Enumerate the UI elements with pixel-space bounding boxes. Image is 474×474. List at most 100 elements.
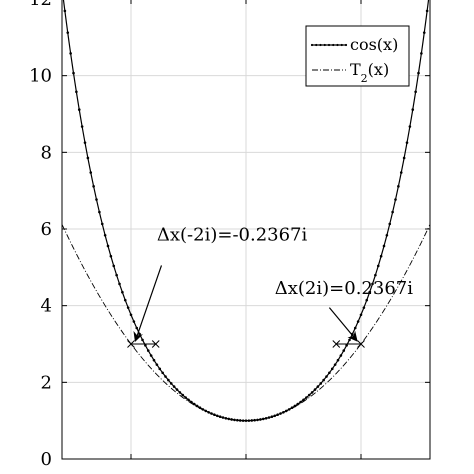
- y-tick-label: 8: [41, 142, 52, 163]
- series-point-cos: [267, 416, 271, 419]
- legend-label-cos: cos(x): [350, 35, 398, 54]
- legend-marker-cos: [340, 43, 343, 47]
- series-point-cos: [244, 419, 248, 422]
- series-point-cos: [397, 185, 400, 188]
- series-line-t2: [61, 224, 431, 422]
- legend-marker-cos: [327, 43, 331, 47]
- series-point-cos: [218, 415, 222, 419]
- series-point-cos: [259, 418, 262, 421]
- y-tick-label: 10: [29, 66, 52, 87]
- series-point-cos: [204, 409, 208, 413]
- y-axis-ticks: 0 2 4 6 8 10 12: [29, 0, 430, 470]
- cross-markers: [127, 340, 365, 348]
- series-point-cos: [247, 419, 251, 422]
- series-point-cos: [261, 417, 265, 421]
- series-point-cos: [256, 418, 259, 422]
- series-point-cos: [368, 290, 371, 294]
- series-point-cos: [371, 282, 374, 286]
- series-point-cos: [215, 414, 219, 418]
- legend-marker-cos: [319, 43, 322, 47]
- series-point-cos: [187, 398, 190, 402]
- series-point-cos: [112, 264, 116, 268]
- series-point-cos: [417, 71, 420, 75]
- legend-marker-cos: [332, 43, 335, 47]
- series-point-cos: [422, 31, 426, 34]
- series-point-cos: [379, 254, 383, 258]
- series-point-cos: [144, 344, 147, 347]
- series-point-cos: [66, 31, 70, 34]
- legend-markers-cos: [310, 43, 348, 47]
- series-point-cos: [348, 338, 351, 342]
- series-point-cos: [250, 419, 254, 422]
- series-point-cos: [290, 406, 294, 410]
- series-point-cos: [227, 417, 231, 421]
- series-point-cos: [123, 298, 127, 302]
- series-point-cos: [394, 198, 397, 201]
- y-tick-label: 12: [29, 0, 52, 10]
- series-point-cos: [313, 388, 317, 391]
- series-point-cos: [155, 363, 159, 366]
- series-point-cos: [376, 264, 380, 268]
- series-point-cos: [95, 198, 98, 201]
- x-axis-ticks: [130, 0, 362, 459]
- y-tick-label: 0: [41, 449, 52, 470]
- series-point-cos: [391, 210, 394, 214]
- series-point-cos: [190, 400, 193, 404]
- series-point-cos: [169, 382, 173, 385]
- series-point-cos: [77, 108, 81, 111]
- series-point-cos: [339, 354, 343, 357]
- series-point-cos: [359, 313, 363, 317]
- series-point-cos: [106, 244, 110, 248]
- series-point-cos: [161, 371, 164, 375]
- series-point-cos: [282, 410, 285, 414]
- annotation-arrow: [328, 307, 358, 342]
- series-point-cos: [328, 371, 331, 375]
- series-point-cos: [135, 326, 139, 330]
- series-point-cos: [69, 52, 72, 55]
- legend-marker-cos: [344, 43, 348, 47]
- series-point-cos: [138, 332, 141, 336]
- series-point-cos: [307, 393, 311, 397]
- series-point-cos: [158, 367, 162, 371]
- series-point-cos: [75, 90, 78, 94]
- series-point-cos: [89, 171, 93, 174]
- series-point-cos: [241, 419, 245, 422]
- series-point-cos: [356, 320, 360, 323]
- series-point-cos: [115, 273, 118, 277]
- series-point-cos: [270, 415, 274, 419]
- series-point-cos: [178, 391, 182, 394]
- series-point-cos: [172, 385, 176, 388]
- series-point-cos: [408, 125, 412, 128]
- series-point-cos: [230, 418, 233, 421]
- series-point-cos: [109, 254, 113, 258]
- series-point-cos: [80, 125, 84, 128]
- series-point-cos: [181, 393, 185, 397]
- legend-marker-cos: [315, 43, 318, 47]
- y-tick-label: 4: [41, 296, 52, 317]
- series-point-cos: [152, 358, 156, 362]
- series-point-cos: [201, 408, 205, 411]
- series-layer: [61, 0, 431, 422]
- annotation-arrow: [133, 265, 163, 343]
- series-point-cos: [221, 416, 225, 419]
- legend-label-t2-suffix: (x): [368, 60, 390, 79]
- series-point-cos: [72, 71, 75, 75]
- series-point-cos: [207, 410, 210, 414]
- series-point-cos: [103, 233, 107, 237]
- y-tick-label: 2: [41, 372, 52, 393]
- series-point-cos: [405, 141, 409, 144]
- series-point-cos: [129, 313, 133, 317]
- series-point-cos: [414, 90, 417, 94]
- series-point-cos: [126, 306, 130, 309]
- series-point-cos: [175, 388, 179, 391]
- series-point-cos: [149, 354, 153, 357]
- series-point-cos: [184, 396, 187, 399]
- series-point-cos: [399, 171, 403, 174]
- series-point-cos: [385, 233, 389, 237]
- series-point-cos: [305, 396, 308, 399]
- series-point-cos: [146, 349, 150, 352]
- series-point-cos: [316, 385, 320, 388]
- series-point-cos: [273, 414, 277, 418]
- series-point-cos: [213, 413, 216, 417]
